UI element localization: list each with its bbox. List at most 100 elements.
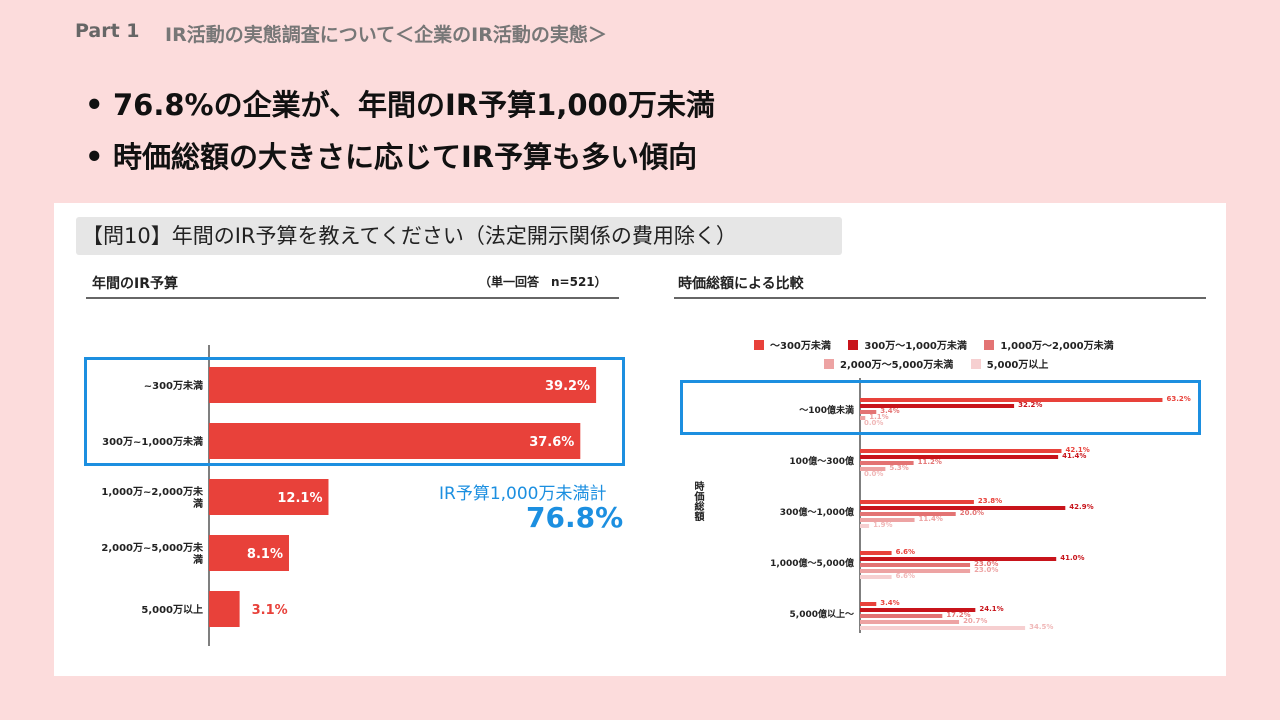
survey-card: 【問10】年間のIR予算を教えてください（法定開示関係の費用除く） 年間のIR予…: [54, 203, 1226, 676]
legend-item: 300万～1,000万未満: [848, 337, 967, 352]
comparison-value-label: 34.5%: [1029, 623, 1053, 631]
comparison-bar: [860, 449, 1062, 453]
comparison-value-label: 5.3%: [889, 464, 908, 472]
legend-label: 2,000万～5,000万未満: [840, 360, 954, 371]
comparison-bar: [860, 455, 1059, 459]
budget-bar: [209, 423, 581, 459]
comparison-value-label: 0.0%: [864, 470, 883, 478]
left-panel-title: 年間のIR予算: [92, 276, 178, 292]
sample-size-note: （単一回答 n=521）: [479, 275, 607, 289]
comparison-bar: [860, 500, 974, 504]
legend-item: 1,000万～2,000万未満: [984, 337, 1114, 352]
comparison-bar: [860, 410, 877, 414]
legend-label: 5,000万以上: [986, 360, 1049, 371]
key-findings-list: • 76.8%の企業が、年間のIR予算1,000万未満 • 時価総額の大きさに応じて…: [85, 85, 715, 189]
comparison-bar: [860, 398, 1163, 402]
comparison-value-label: 11.2%: [918, 458, 942, 466]
right-panel-rule: [674, 297, 1206, 299]
value-label: 8.1%: [247, 547, 283, 562]
comparison-value-label: 42.9%: [1069, 503, 1093, 511]
comparison-bar: [860, 602, 877, 606]
comparison-legend: ～300万未満 300万～1,000万未満 1,000万～2,000万未満 2,…: [754, 337, 1174, 371]
comparison-value-label: 3.4%: [880, 599, 899, 607]
comparison-bar: [860, 575, 892, 579]
comparison-value-label: 20.0%: [960, 509, 984, 517]
comparison-bar: [860, 557, 1057, 561]
legend-label: 300万～1,000万未満: [864, 341, 967, 352]
category-label: 300万~1,000万未満: [102, 435, 203, 448]
comparison-bar: [860, 518, 915, 522]
comparison-value-label: 23.0%: [974, 566, 998, 574]
comparison-value-label: 17.2%: [946, 611, 970, 619]
under-10m-highlight-box: [84, 357, 625, 466]
legend-swatch-icon: [754, 340, 764, 350]
comparison-bar: [860, 569, 971, 573]
legend-item: 5,000万以上: [970, 356, 1049, 371]
comparison-value-label: 63.2%: [1166, 395, 1190, 403]
comparison-bar: [860, 620, 960, 624]
bullet-item: • 時価総額の大きさに応じてIR予算も多い傾向: [85, 137, 715, 189]
value-label: 3.1%: [252, 603, 288, 618]
category-label: 1,000万~2,000万未満: [101, 485, 203, 510]
comparison-bar: [860, 563, 971, 567]
comparison-value-label: 11.4%: [919, 515, 943, 523]
category-label: ~300万未満: [144, 379, 203, 392]
comparison-value-label: 24.1%: [979, 605, 1003, 613]
budget-bar: [209, 591, 240, 627]
comparison-value-label: 32.2%: [1018, 401, 1042, 409]
question-title: 【問10】年間のIR予算を教えてください（法定開示関係の費用除く）: [76, 217, 842, 255]
group-label: 300億～1,000億: [780, 506, 854, 518]
legend-swatch-icon: [824, 359, 834, 369]
comparison-bar: [860, 614, 943, 618]
group-label: 1,000億～5,000億: [770, 557, 854, 569]
comparison-bar: [860, 512, 956, 516]
budget-bar-chart: ~300万未満 39.2% 300万~1,000万未満 37.6% 1,000万~2,0…: [101, 345, 597, 646]
legend-swatch-icon: [848, 340, 859, 350]
legend-label: 1,000万～2,000万未満: [1000, 341, 1114, 352]
value-label: 37.6%: [529, 435, 574, 450]
left-panel-rule: [86, 297, 619, 299]
group-label: ～100億未満: [799, 404, 854, 416]
legend-item: 2,000万～5,000万未満: [824, 356, 953, 371]
legend-item: ～300万未満: [754, 337, 831, 352]
comparison-value-label: 23.8%: [978, 497, 1002, 505]
comparison-bar: [860, 461, 914, 465]
y-axis-label: 時価総額: [692, 481, 703, 521]
budget-bar: [209, 367, 597, 403]
comparison-value-label: 3.4%: [880, 407, 899, 415]
comparison-value-label: 23.0%: [974, 560, 998, 568]
total-label: IR予算1,000万未満計: [439, 484, 607, 504]
total-value: 76.8%: [526, 501, 624, 534]
bullet-text: 時価総額の大きさに応じてIR予算も多い傾向: [113, 140, 698, 174]
group-label: 100億～300億: [789, 455, 854, 467]
category-label: 2,000万~5,000万未満: [101, 541, 203, 566]
comparison-value-label: 0.0%: [864, 419, 883, 427]
comparison-value-label: 41.4%: [1062, 452, 1086, 460]
comparison-value-label: 41.0%: [1060, 554, 1084, 562]
comparison-bar: [860, 467, 886, 471]
comparison-value-label: 20.7%: [963, 617, 987, 625]
comparison-bar: [860, 626, 1026, 630]
comparison-value-label: 1.1%: [869, 413, 888, 421]
comparison-bar: [860, 608, 976, 612]
market-cap-comparison-chart: ～100億未満63.2%32.2%3.4%1.1%0.0%100億～300億42…: [770, 378, 1191, 633]
small-cap-highlight-box: [680, 380, 1201, 435]
comparison-bar: [860, 524, 870, 528]
comparison-bar: [860, 506, 1066, 510]
category-label: 5,000万以上: [141, 603, 203, 616]
bullet-dot-icon: •: [85, 88, 104, 122]
comparison-value-label: 1.9%: [873, 521, 892, 529]
bullet-text: 76.8%の企業が、年間のIR予算1,000万未満: [113, 88, 715, 122]
value-label: 12.1%: [277, 491, 322, 506]
bullet-dot-icon: •: [85, 140, 104, 174]
legend-label: ～300万未満: [770, 341, 831, 352]
legend-swatch-icon: [970, 359, 981, 369]
comparison-value-label: 6.6%: [896, 572, 915, 580]
comparison-value-label: 42.1%: [1065, 446, 1089, 454]
budget-bar: [209, 535, 289, 571]
group-label: 5,000億以上～: [790, 608, 854, 620]
value-label: 39.2%: [545, 379, 590, 394]
comparison-value-label: 6.6%: [896, 548, 915, 556]
legend-swatch-icon: [984, 340, 995, 350]
comparison-bar: [860, 404, 1015, 408]
